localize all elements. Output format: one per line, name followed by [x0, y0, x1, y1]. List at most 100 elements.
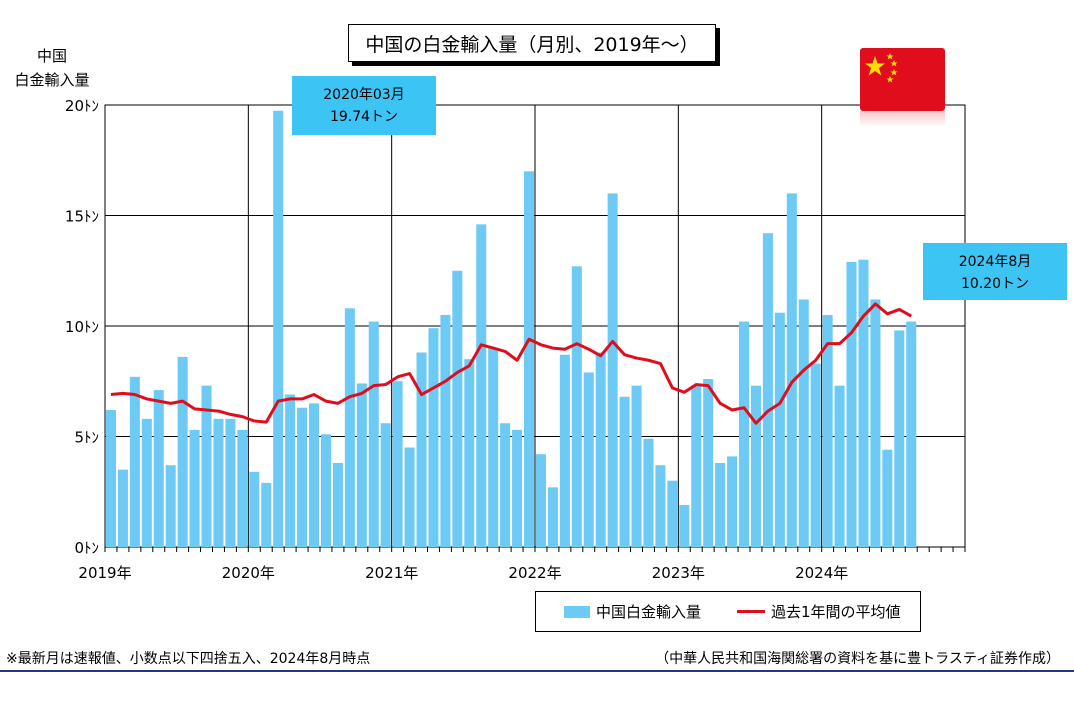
bar: [810, 363, 821, 547]
bar: [380, 423, 391, 547]
bar: [392, 381, 403, 547]
bar: [822, 314, 833, 547]
bar: [786, 193, 797, 547]
bar: [476, 224, 487, 547]
china-flag-icon: [860, 48, 945, 111]
y-tick-label: 20ﾄﾝ: [65, 97, 99, 115]
bar: [715, 463, 726, 547]
bar: [619, 396, 630, 547]
chart-title: 中国の白金輸入量（月別、2019年～）: [348, 24, 716, 62]
callout-peak-value: 19.74トン: [329, 109, 399, 125]
bar: [667, 480, 678, 547]
y-tick-label: 10ﾄﾝ: [65, 318, 99, 336]
bar: [201, 385, 212, 547]
legend-line-label: 過去1年間の平均値: [771, 603, 901, 621]
y-tick-label: 0ﾄﾝ: [74, 539, 99, 557]
bar: [213, 418, 224, 547]
bar: [165, 465, 176, 547]
bar: [249, 471, 260, 547]
bar: [846, 261, 857, 547]
bar: [309, 403, 320, 547]
bar: [488, 348, 499, 547]
callout-latest-date: 2024年8月: [958, 254, 1032, 270]
x-tick-label: 2021年: [365, 564, 418, 582]
flag-reflection: [860, 111, 945, 127]
bar: [237, 429, 248, 547]
bar: [547, 487, 558, 547]
bar: [141, 418, 152, 547]
bar: [404, 447, 415, 547]
x-tick-label: 2023年: [652, 564, 705, 582]
bar: [452, 270, 463, 547]
legend-bar-label: 中国白金輸入量: [596, 603, 702, 621]
bar: [320, 434, 331, 547]
bar: [117, 469, 128, 547]
x-tick-label: 2022年: [508, 564, 561, 582]
y-axis-label-line: 中国: [36, 47, 67, 65]
bar: [285, 394, 296, 547]
bar: [356, 383, 367, 547]
bar: [332, 463, 343, 547]
bar: [882, 449, 893, 547]
bar: [679, 505, 690, 547]
bar: [524, 171, 535, 548]
bar: [762, 233, 773, 547]
bar: [571, 266, 582, 547]
bar: [189, 429, 200, 547]
callout-latest: 2024年8月 10.20トン: [923, 243, 1067, 300]
bar: [631, 385, 642, 547]
legend: 中国白金輸入量 過去1年間の平均値: [535, 591, 921, 632]
bar: [105, 409, 116, 547]
bar-series: [105, 110, 917, 548]
footnote: ※最新月は速報値、小数点以下四捨五入、2024年8月時点: [6, 651, 371, 667]
callout-latest-value: 10.20トン: [960, 276, 1030, 292]
average-line-series: [110, 302, 912, 425]
y-axis-label-line: 白金輸入量: [14, 71, 90, 89]
y-axis-label: 中国 白金輸入量: [8, 44, 96, 92]
legend-line-swatch: [737, 610, 766, 613]
bar: [273, 110, 284, 547]
average-line: [110, 302, 912, 425]
bar: [344, 308, 355, 547]
bar: [739, 321, 750, 547]
bar: [440, 314, 451, 547]
bar: [643, 438, 654, 547]
bar: [559, 354, 570, 547]
bar: [607, 193, 618, 547]
x-tick-label: 2024年: [795, 564, 848, 582]
legend-bar-swatch: [564, 605, 590, 618]
bar: [500, 423, 511, 547]
bar: [894, 330, 905, 547]
bar: [297, 407, 308, 547]
y-tick-label: 15ﾄﾝ: [65, 208, 99, 226]
bar: [129, 376, 140, 547]
bar: [595, 352, 606, 547]
x-tick-label: 2020年: [222, 564, 275, 582]
bar: [535, 454, 546, 547]
callout-peak-date: 2020年03月: [323, 87, 405, 103]
bar: [870, 299, 881, 547]
bar: [583, 372, 594, 547]
callout-peak: 2020年03月 19.74トン: [292, 76, 436, 135]
bar: [177, 356, 188, 547]
bar: [655, 465, 666, 547]
bar: [261, 482, 272, 547]
bar: [368, 321, 379, 547]
axes: 0ﾄﾝ 5ﾄﾝ 10ﾄﾝ 15ﾄﾝ 20ﾄﾝ 2019年 2020年 2021年 2022年 20…: [65, 97, 966, 582]
source-note: （中華人民共和国海関総署の資料を基に豊トラスティ証券作成）: [655, 651, 1060, 667]
bottom-divider: [0, 670, 1074, 672]
bar: [225, 418, 236, 547]
bar: [703, 379, 714, 547]
bar: [727, 456, 738, 547]
bar: [858, 259, 869, 547]
bar: [416, 352, 427, 547]
bar: [834, 385, 845, 547]
bar: [798, 299, 809, 547]
bar: [906, 321, 917, 547]
bar: [750, 385, 761, 547]
bar: [512, 429, 523, 547]
bar: [153, 390, 164, 547]
x-tick-label: 2019年: [78, 564, 131, 582]
bar: [428, 328, 439, 547]
